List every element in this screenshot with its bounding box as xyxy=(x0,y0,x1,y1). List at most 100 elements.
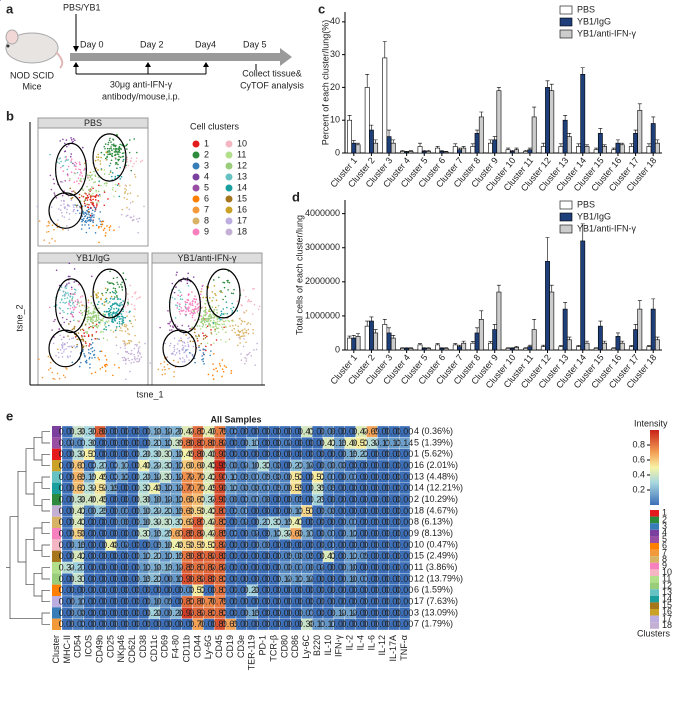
tsne-point xyxy=(43,239,46,241)
tsne-point xyxy=(62,290,65,293)
label: 0.00 xyxy=(222,449,240,459)
dendrogram xyxy=(41,612,50,625)
tsne-point xyxy=(98,201,100,203)
label: 0.37 xyxy=(135,529,153,539)
tsne-point xyxy=(58,162,61,165)
tsne-point xyxy=(121,356,124,359)
tsne-point xyxy=(252,332,254,334)
tsne-point xyxy=(125,278,127,281)
tsne-point xyxy=(65,348,67,350)
tsne-point xyxy=(123,152,125,154)
cluster-strip xyxy=(52,482,61,494)
label: 0.58 xyxy=(70,529,88,539)
tsne-point xyxy=(200,290,202,293)
tsne-point xyxy=(178,350,181,353)
label: 0.99 xyxy=(211,461,229,471)
tsne-point xyxy=(220,313,223,315)
label: 0.30 xyxy=(146,449,164,459)
tsne-point xyxy=(118,147,121,149)
tsne-point xyxy=(203,334,205,337)
tsne-point xyxy=(71,315,74,317)
tsne-point xyxy=(111,143,113,146)
tsne-point xyxy=(131,200,134,203)
tsne-point xyxy=(191,314,194,317)
bar xyxy=(540,146,546,154)
tsne-point xyxy=(53,378,56,380)
tsne-point xyxy=(94,324,97,327)
label: 0.00 xyxy=(59,483,77,493)
tsne-point xyxy=(221,368,224,371)
panel-header xyxy=(37,117,149,129)
error-bar xyxy=(563,301,568,310)
tsne-point xyxy=(186,282,189,285)
label: 0.90 xyxy=(211,483,229,493)
tsne-point xyxy=(200,342,203,345)
tsne-point xyxy=(74,306,76,309)
label: 0.33 xyxy=(157,461,175,471)
tsne-point xyxy=(136,360,138,363)
label: 0.00 xyxy=(363,461,381,471)
label: 0.00 xyxy=(124,461,142,471)
tsne-point xyxy=(63,321,66,324)
bar xyxy=(347,119,352,154)
tsne-point xyxy=(215,294,217,296)
bar xyxy=(351,142,357,154)
tsne-point xyxy=(94,181,96,183)
tsne-point xyxy=(69,307,72,310)
tsne-point xyxy=(197,334,200,336)
bar xyxy=(611,347,617,351)
label: 0.00 xyxy=(287,449,305,459)
label: 0.13 xyxy=(222,483,240,493)
tsne-point xyxy=(163,366,166,368)
error-bar xyxy=(387,327,392,333)
label: 0.13 xyxy=(287,506,305,516)
tsne-point xyxy=(232,320,234,323)
tsne-point xyxy=(216,327,218,330)
tsne-point xyxy=(81,220,83,223)
label: 0.00 xyxy=(309,517,327,527)
tsne-point xyxy=(222,281,224,284)
tsne-point xyxy=(182,349,184,351)
tsne-point xyxy=(139,358,141,360)
tsne-point xyxy=(100,151,103,154)
label: 0.82 xyxy=(189,427,207,437)
tsne-point xyxy=(126,315,128,317)
tsne-point xyxy=(103,169,106,171)
tsne-point xyxy=(118,158,121,161)
error-bar xyxy=(633,129,638,134)
label: 0.43 xyxy=(200,506,218,516)
cluster-outline xyxy=(54,278,87,334)
tsne-point xyxy=(71,337,73,340)
tsne-point xyxy=(136,218,138,220)
tsne-point xyxy=(209,325,212,328)
tsne-point xyxy=(76,343,78,346)
tsne-point xyxy=(103,145,106,148)
label: 0.32 xyxy=(167,517,185,527)
tsne-point xyxy=(180,309,182,312)
tsne-point xyxy=(214,292,216,295)
tsne-point xyxy=(187,272,189,275)
tsne-point xyxy=(72,204,75,206)
tsne-point xyxy=(196,311,199,313)
error-bar xyxy=(492,324,497,330)
label: 0.00 xyxy=(102,506,120,516)
label: 0.80 xyxy=(200,438,218,448)
label: 0.05 xyxy=(233,472,251,482)
tsne-point xyxy=(126,206,128,209)
tsne-point xyxy=(47,230,50,233)
tsne-point xyxy=(64,295,66,297)
label: 0.00 xyxy=(59,529,77,539)
error-bar xyxy=(408,150,413,152)
bar xyxy=(527,346,533,351)
tsne-point xyxy=(185,349,187,351)
tsne-point xyxy=(173,291,176,294)
bar xyxy=(611,149,617,154)
error-bar xyxy=(369,124,374,131)
tsne-point xyxy=(65,367,67,369)
tsne-point xyxy=(209,317,212,320)
tsne-point xyxy=(109,315,112,318)
tsne-point xyxy=(50,206,53,208)
cluster-outline xyxy=(48,192,83,229)
tsne-point xyxy=(62,138,64,141)
tsne-point xyxy=(72,301,74,304)
